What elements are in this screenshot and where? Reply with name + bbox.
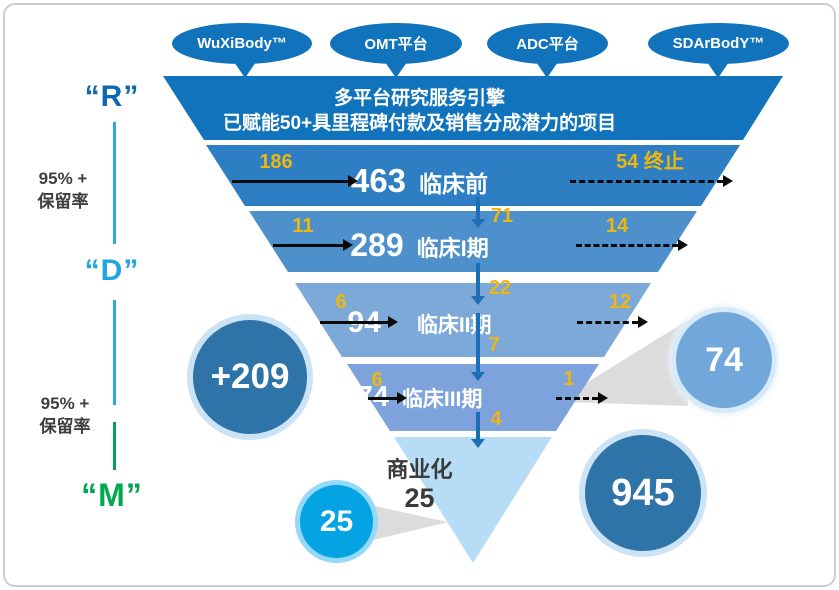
- bubble-tail: [383, 59, 409, 78]
- stage-label-commercial: 商业化: [386, 457, 453, 482]
- outflow-arrow: [576, 239, 688, 251]
- inflow-label: 11: [292, 215, 314, 237]
- funnel-band-preclinical: [206, 145, 740, 206]
- badge-added-projects: +209: [193, 320, 307, 434]
- badge-value: 945: [611, 471, 675, 514]
- badge-value: 74: [705, 340, 743, 379]
- down-flow-label: 7: [488, 334, 500, 356]
- slide-border: [3, 3, 836, 587]
- stage-count: 463: [350, 162, 407, 199]
- funnel-band-header: [163, 76, 783, 140]
- platform-bubble-adc: ADC平台: [487, 23, 608, 64]
- platform-label: ADC平台: [516, 36, 579, 53]
- stage-count-commercial: 25: [404, 483, 435, 513]
- badge-value: 25: [319, 504, 354, 538]
- rail-letter-d: “D”: [84, 254, 140, 287]
- stage-row-preclinical: 463 临床前: [0, 164, 839, 197]
- down-flow-label: 71: [490, 205, 514, 227]
- down-flow-label: 4: [490, 408, 502, 430]
- funnel-header-subtitle: 已赋能50+具里程碑付款及销售分成潜力的项目: [222, 113, 617, 134]
- stage-count: 289: [350, 227, 404, 263]
- inflow-arrow: [232, 175, 358, 187]
- bubble-tail: [534, 59, 560, 78]
- inflow-arrow: [368, 392, 407, 404]
- badge-commercial-total: 25: [300, 485, 373, 558]
- inflow-arrow: [320, 316, 398, 328]
- platform-bubble-sdarbody: SDArBodY™: [648, 23, 789, 64]
- outflow-label: 12: [608, 291, 632, 313]
- stage-row-phase1: 289 临床I期: [0, 229, 839, 261]
- inflow-label: 6: [371, 369, 383, 391]
- stage-label: 临床前: [419, 171, 489, 197]
- down-arrow: [471, 197, 485, 228]
- badge-value: +209: [210, 357, 290, 396]
- funnel-header-title: 多平台研究服务引擎: [333, 88, 505, 109]
- rail-line-blue-bottom: [113, 300, 116, 405]
- rail-line-blue-top: [113, 122, 116, 244]
- rail-line-green: [113, 422, 116, 470]
- rail-letter-r: “R”: [84, 80, 140, 113]
- outflow-arrow: [556, 392, 608, 404]
- stage-label: 临床II期: [416, 314, 492, 337]
- down-arrow: [471, 263, 485, 305]
- rail-letter-m: “M”: [81, 477, 143, 513]
- inflow-label: 6: [335, 291, 347, 313]
- inflow-arrow: [273, 239, 353, 251]
- retention-rate-top: 95% + 保留率: [18, 167, 108, 213]
- inflow-label: 186: [259, 151, 293, 173]
- platform-label: WuXiBody™: [197, 35, 287, 52]
- badge-phase3-total: 74: [676, 312, 772, 408]
- outflow-arrow: [577, 316, 648, 328]
- outflow-label: 14: [605, 215, 629, 237]
- retention-value: 95% +: [38, 169, 88, 188]
- funnel-band-phase2: [295, 283, 651, 357]
- retention-rate-bottom: 95% + 保留率: [20, 392, 110, 438]
- platform-bubble-wuxibody: WuXiBody™: [172, 23, 312, 64]
- down-arrow: [471, 412, 485, 448]
- down-arrow: [471, 313, 485, 381]
- bubble-tail: [232, 59, 258, 78]
- outflow-arrow: [570, 175, 733, 187]
- badge-overall-total: 945: [585, 435, 701, 551]
- retention-caption: 保留率: [39, 417, 91, 436]
- platform-bubble-omt: OMT平台: [330, 23, 462, 64]
- outflow-label: 1: [563, 368, 575, 390]
- platform-label: SDArBodY™: [672, 35, 765, 52]
- down-flow-label: 22: [488, 277, 512, 299]
- bubble-tail: [705, 59, 731, 78]
- platform-label: OMT平台: [364, 36, 428, 53]
- retention-caption: 保留率: [37, 192, 89, 211]
- stage-label: 临床III期: [401, 388, 483, 411]
- stage-label: 临床I期: [416, 236, 489, 261]
- retention-value: 95% +: [40, 394, 90, 413]
- terminated-label: 54 终止: [616, 151, 684, 173]
